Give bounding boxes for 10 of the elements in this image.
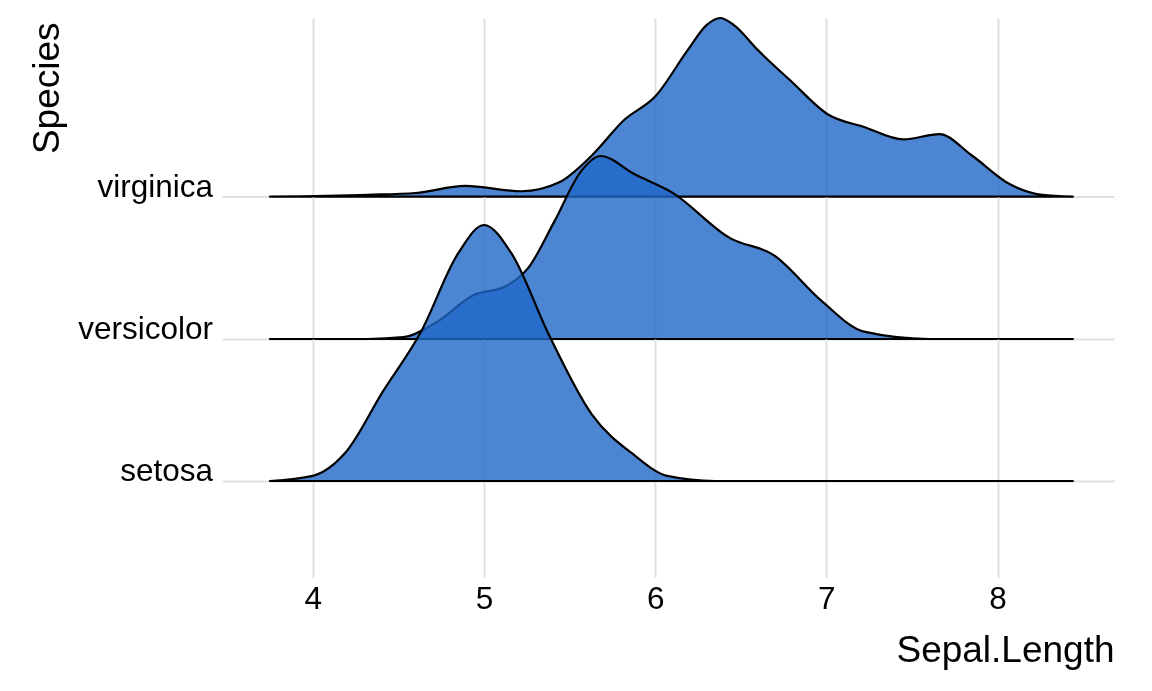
x-axis-title: Sepal.Length (896, 628, 1115, 670)
x-tick-label: 8 (989, 579, 1007, 616)
x-tick-label: 7 (818, 579, 836, 616)
series-label: virginica (97, 167, 214, 204)
series-label: setosa (120, 451, 214, 488)
x-tick-label: 6 (646, 579, 665, 616)
x-tick-label: 5 (475, 579, 494, 616)
y-axis-title: Species (25, 22, 67, 155)
series-label: versicolor (78, 309, 213, 346)
x-tick-label: 4 (304, 579, 323, 616)
